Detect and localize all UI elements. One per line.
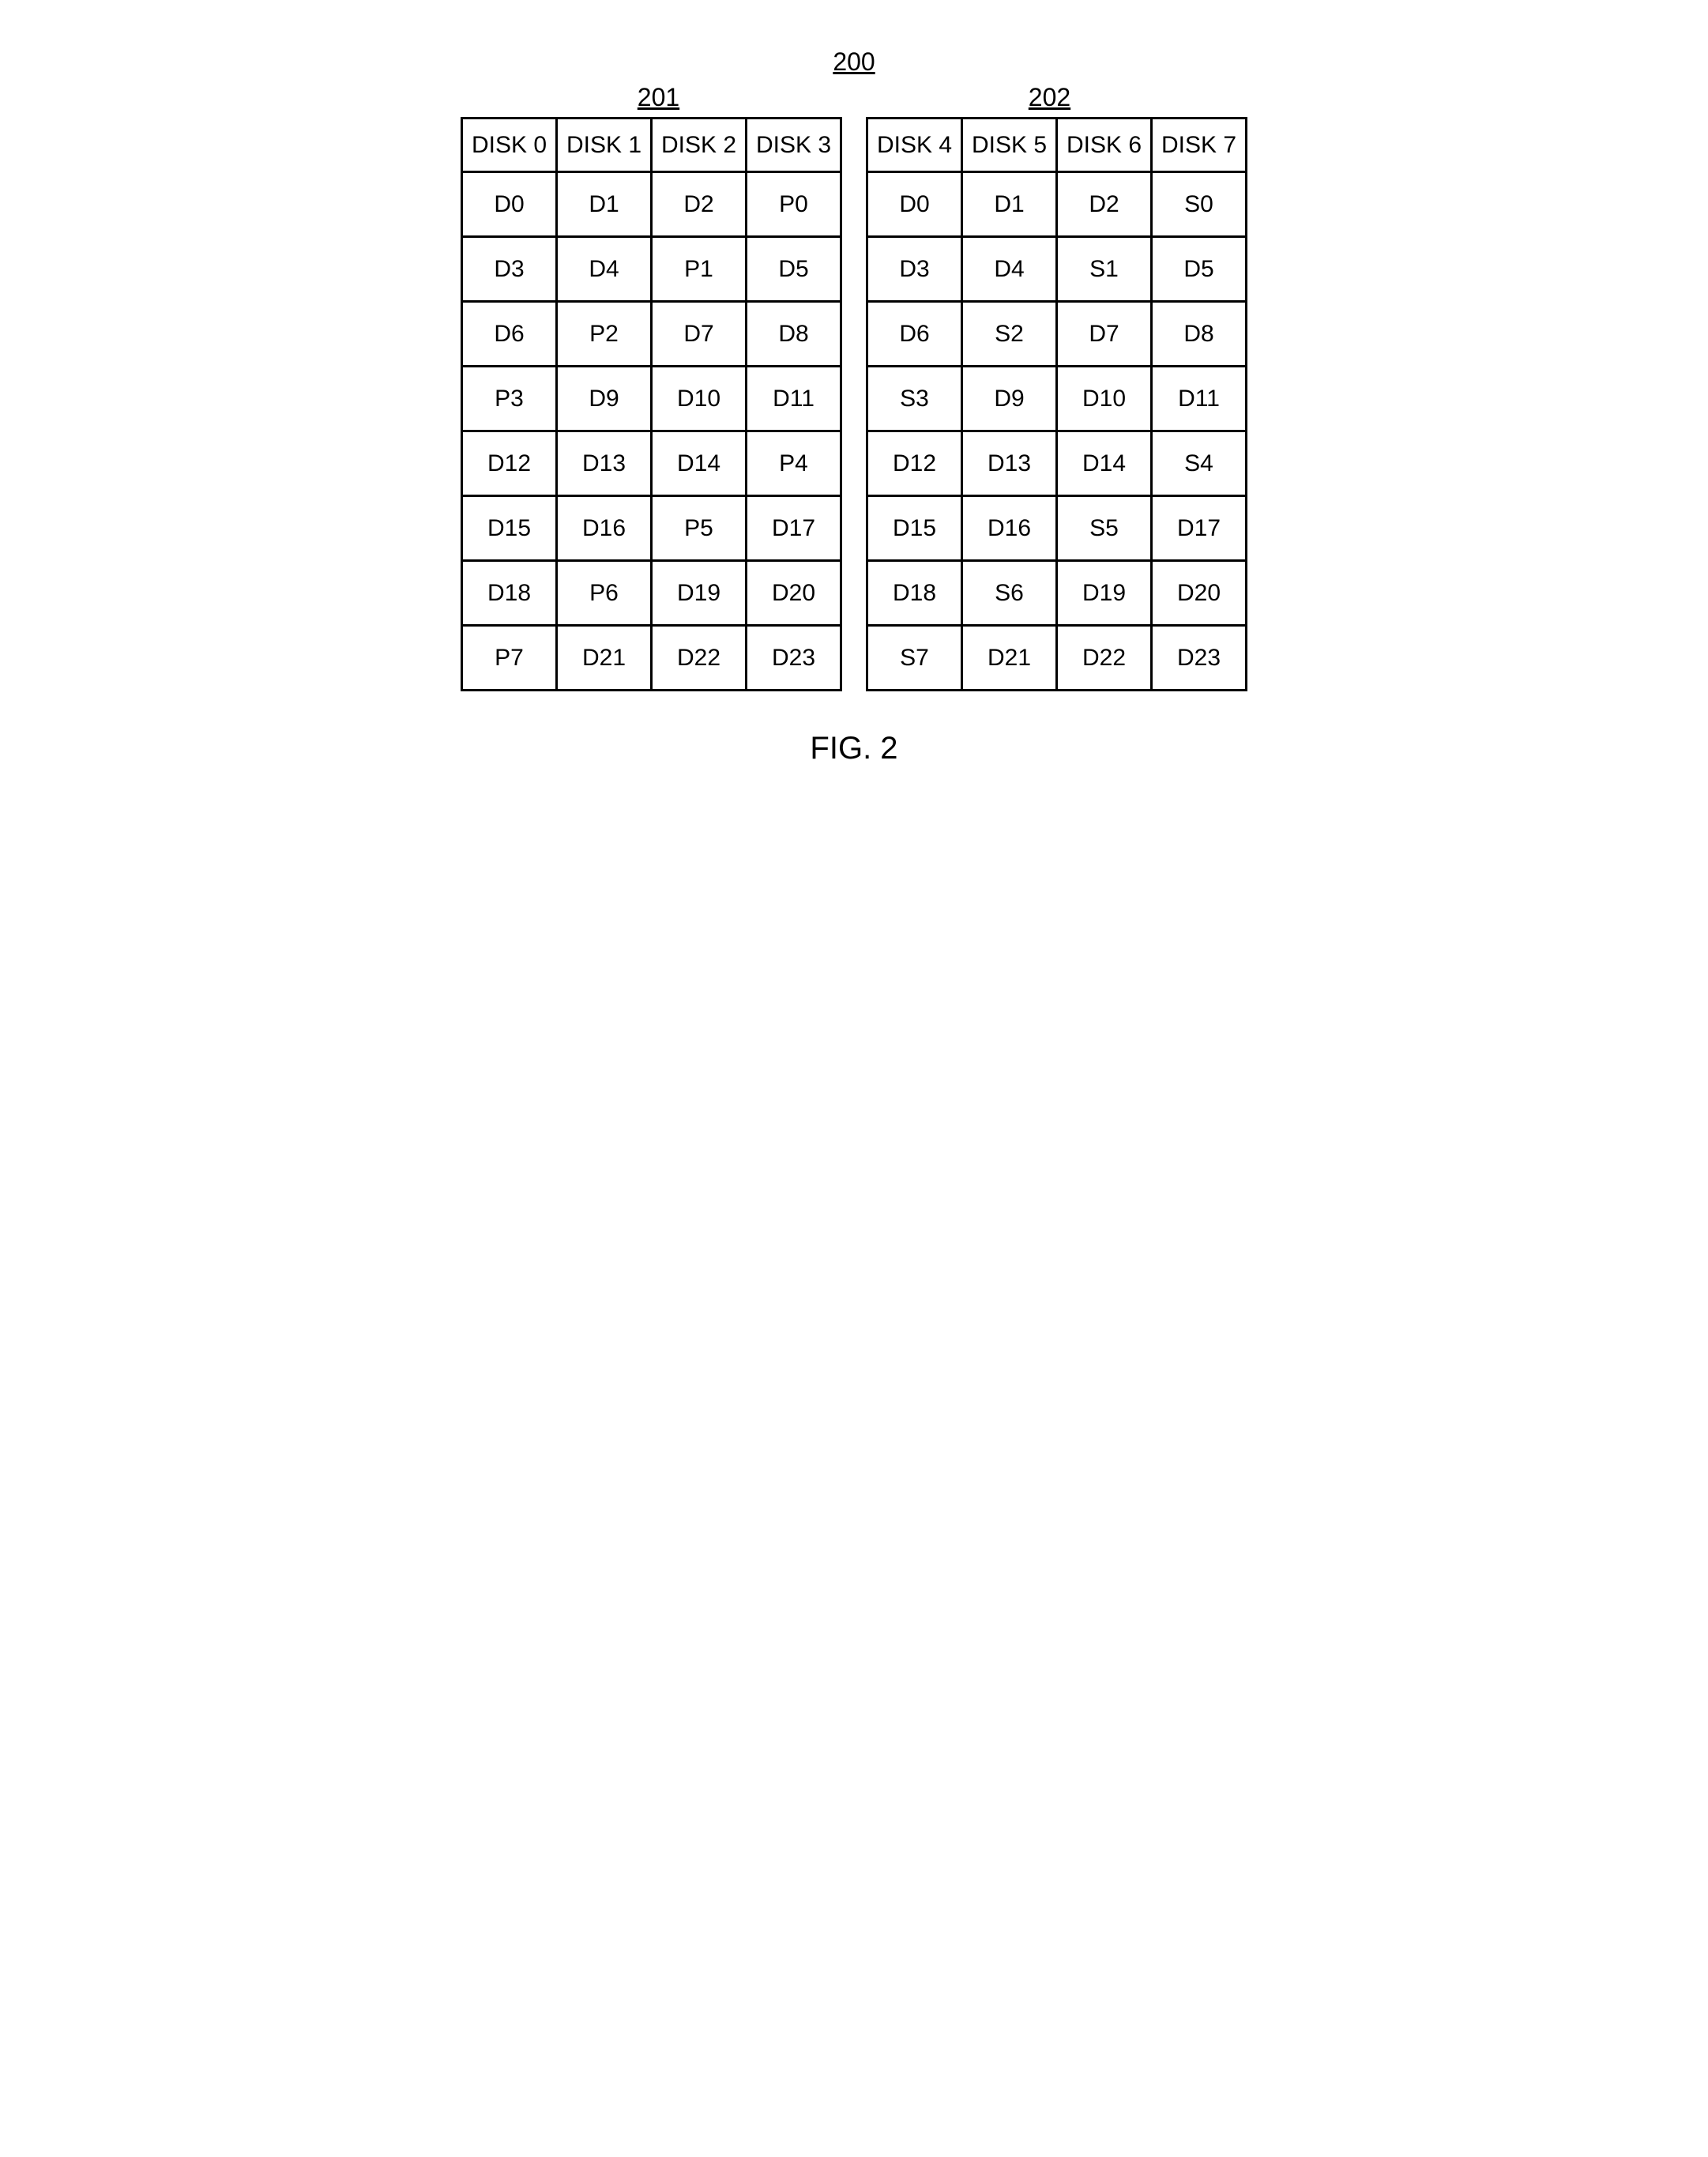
cell: D17 — [1152, 496, 1247, 561]
cell: D15 — [462, 496, 557, 561]
column-header: DISK 6 — [1057, 119, 1152, 172]
cell: D21 — [962, 626, 1057, 691]
cell: P7 — [462, 626, 557, 691]
cell: S1 — [1057, 237, 1152, 302]
cell: S6 — [962, 561, 1057, 626]
cell: D13 — [557, 431, 652, 496]
cell: P2 — [557, 302, 652, 367]
disk-table-right: DISK 4DISK 5DISK 6DISK 7D0D1D2S0D3D4S1D5… — [866, 117, 1247, 691]
cell: P4 — [747, 431, 841, 496]
cell: D3 — [867, 237, 962, 302]
table-row: D12D13D14P4 — [462, 431, 841, 496]
cell: D0 — [867, 172, 962, 237]
table-row: D18S6D19D20 — [867, 561, 1247, 626]
table-row: D15D16P5D17 — [462, 496, 841, 561]
cell: D19 — [1057, 561, 1152, 626]
cell: S2 — [962, 302, 1057, 367]
cell: D18 — [462, 561, 557, 626]
ref-number-center: 200 — [833, 47, 875, 77]
cell: D8 — [1152, 302, 1247, 367]
figure-container: 200 201 202 DISK 0DISK 1DISK 2DISK 3D0D1… — [461, 47, 1247, 766]
ref-number-right: 202 — [1029, 83, 1070, 112]
cell: D23 — [1152, 626, 1247, 691]
cell: D18 — [867, 561, 962, 626]
cell: D11 — [747, 367, 841, 431]
cell: D22 — [1057, 626, 1152, 691]
cell: P3 — [462, 367, 557, 431]
cell: D15 — [867, 496, 962, 561]
table-row: D15D16S5D17 — [867, 496, 1247, 561]
cell: D9 — [557, 367, 652, 431]
table-row: D6S2D7D8 — [867, 302, 1247, 367]
column-header: DISK 3 — [747, 119, 841, 172]
column-header: DISK 5 — [962, 119, 1057, 172]
cell: D6 — [867, 302, 962, 367]
cell: D0 — [462, 172, 557, 237]
tables-row: DISK 0DISK 1DISK 2DISK 3D0D1D2P0D3D4P1D5… — [461, 117, 1247, 691]
cell: D23 — [747, 626, 841, 691]
cell: D19 — [652, 561, 747, 626]
cell: D2 — [652, 172, 747, 237]
column-header: DISK 2 — [652, 119, 747, 172]
cell: D14 — [652, 431, 747, 496]
ref-number-left: 201 — [638, 83, 679, 112]
cell: P5 — [652, 496, 747, 561]
reference-labels-row: 201 202 — [463, 83, 1245, 112]
reference-labels-top: 200 — [463, 47, 1245, 77]
table-row: D3D4P1D5 — [462, 237, 841, 302]
cell: D16 — [557, 496, 652, 561]
cell: D5 — [1152, 237, 1247, 302]
table-row: D0D1D2S0 — [867, 172, 1247, 237]
table-row: D6P2D7D8 — [462, 302, 841, 367]
table-row: D18P6D19D20 — [462, 561, 841, 626]
column-header: DISK 7 — [1152, 119, 1247, 172]
cell: D21 — [557, 626, 652, 691]
column-header: DISK 1 — [557, 119, 652, 172]
cell: D12 — [867, 431, 962, 496]
cell: D2 — [1057, 172, 1152, 237]
cell: S0 — [1152, 172, 1247, 237]
cell: D12 — [462, 431, 557, 496]
cell: D1 — [557, 172, 652, 237]
table-row: S3D9D10D11 — [867, 367, 1247, 431]
cell: D16 — [962, 496, 1057, 561]
cell: D17 — [747, 496, 841, 561]
cell: D7 — [652, 302, 747, 367]
cell: S3 — [867, 367, 962, 431]
cell: D4 — [962, 237, 1057, 302]
table-row: D12D13D14S4 — [867, 431, 1247, 496]
table-row: D0D1D2P0 — [462, 172, 841, 237]
cell: D7 — [1057, 302, 1152, 367]
cell: D22 — [652, 626, 747, 691]
cell: D14 — [1057, 431, 1152, 496]
table-row: D3D4S1D5 — [867, 237, 1247, 302]
cell: P0 — [747, 172, 841, 237]
figure-caption: FIG. 2 — [810, 731, 897, 766]
cell: S4 — [1152, 431, 1247, 496]
cell: D20 — [1152, 561, 1247, 626]
table-row: P7D21D22D23 — [462, 626, 841, 691]
cell: D5 — [747, 237, 841, 302]
cell: D10 — [652, 367, 747, 431]
cell: D11 — [1152, 367, 1247, 431]
column-header: DISK 0 — [462, 119, 557, 172]
cell: D8 — [747, 302, 841, 367]
cell: D1 — [962, 172, 1057, 237]
cell: D4 — [557, 237, 652, 302]
cell: P1 — [652, 237, 747, 302]
cell: S5 — [1057, 496, 1152, 561]
table-row: P3D9D10D11 — [462, 367, 841, 431]
cell: D6 — [462, 302, 557, 367]
cell: D3 — [462, 237, 557, 302]
cell: D9 — [962, 367, 1057, 431]
cell: D10 — [1057, 367, 1152, 431]
cell: D13 — [962, 431, 1057, 496]
cell: D20 — [747, 561, 841, 626]
table-row: S7D21D22D23 — [867, 626, 1247, 691]
cell: P6 — [557, 561, 652, 626]
column-header: DISK 4 — [867, 119, 962, 172]
cell: S7 — [867, 626, 962, 691]
disk-table-left: DISK 0DISK 1DISK 2DISK 3D0D1D2P0D3D4P1D5… — [461, 117, 842, 691]
